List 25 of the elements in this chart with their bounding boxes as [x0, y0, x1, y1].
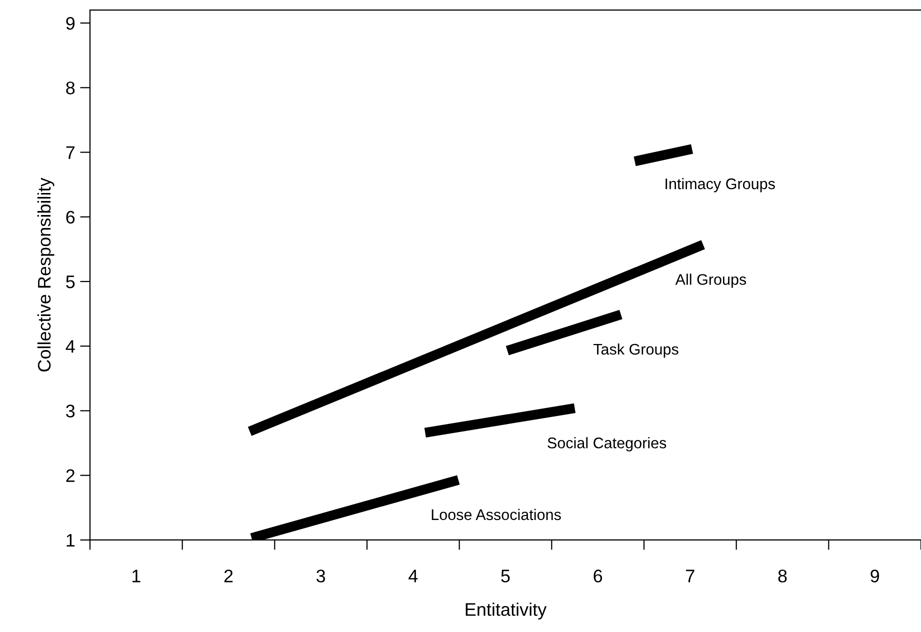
x-tick-label: 4 — [408, 570, 418, 582]
y-tick-label: 2 — [66, 469, 74, 482]
y-tick-label: 6 — [66, 210, 75, 224]
y-axis-title: Collective Responsibility — [37, 178, 54, 372]
x-axis-title: Entitativity — [466, 602, 547, 620]
x-tick-label: 2 — [224, 570, 233, 582]
y-tick-label: 7 — [66, 146, 74, 159]
series-label: Task Groups — [593, 343, 678, 358]
y-tick-label: 5 — [66, 276, 75, 288]
x-tick-label: 1 — [132, 570, 140, 582]
series-label: Intimacy Groups — [666, 178, 775, 192]
y-tick-label: 1 — [66, 534, 75, 547]
x-tick-label: 5 — [501, 570, 510, 582]
x-tick-label: 7 — [686, 570, 694, 582]
y-tick-label: 9 — [66, 16, 75, 30]
series-label: Loose Associations — [432, 508, 561, 520]
series-label: All Groups — [675, 274, 746, 288]
y-tick-label: 4 — [66, 340, 75, 353]
x-tick-label: 6 — [594, 570, 602, 582]
y-tick-label: 8 — [66, 82, 75, 94]
x-tick-label: 8 — [778, 570, 787, 582]
x-tick-label: 3 — [316, 570, 326, 582]
series-label: Social Categories — [548, 437, 666, 452]
x-tick-label: 9 — [870, 570, 879, 582]
y-tick-label: 3 — [66, 404, 75, 418]
